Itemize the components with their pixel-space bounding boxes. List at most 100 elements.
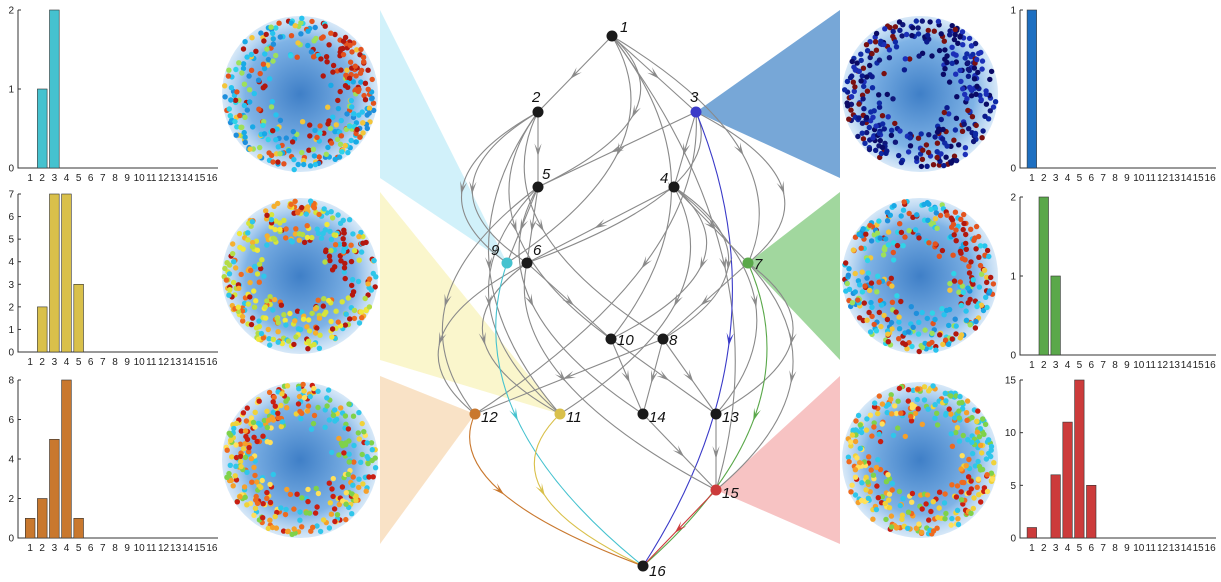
x-tick-label: 1 [27,173,33,184]
y-tick-label: 4 [8,257,14,268]
x-tick-label: 10 [134,357,146,368]
x-tick-label: 6 [1089,543,1095,554]
node-15 [710,484,722,496]
edge-arrow-1-15 [719,256,727,270]
x-tick-label: 11 [146,173,157,184]
y-tick-label: 2 [1010,193,1016,204]
x-tick-label: 5 [1077,173,1083,184]
edge-5-11 [487,186,561,415]
x-tick-label: 2 [1041,360,1047,371]
node-label-2: 2 [531,89,541,106]
x-tick-label: 6 [88,543,94,554]
histogram-bar [61,379,72,539]
node-label-4: 4 [660,170,668,187]
edge-arrow-4-10 [699,256,709,270]
node-label-8: 8 [669,332,678,349]
histogram-bar [49,193,60,353]
x-tick-label: 10 [1133,173,1145,184]
dag-edge-layer [437,35,797,567]
x-tick-label: 5 [76,543,82,554]
edge-5-14 [518,186,644,415]
x-tick-label: 9 [1124,360,1130,371]
x-tick-label: 2 [39,543,45,554]
x-tick-label: 16 [206,173,218,184]
x-tick-label: 9 [124,543,130,554]
x-tick-label: 14 [182,543,194,554]
edge-arrow-12-16 [492,483,505,495]
edge-arrow-5-14 [524,293,534,307]
histogram-axes [1019,10,1216,169]
x-tick-label: 2 [39,173,45,184]
network-graph-15 [842,382,998,538]
histogram-bar [1086,484,1097,539]
x-tick-label: 3 [52,357,58,368]
edge-arrow-5-6 [529,218,537,232]
edge-arrow-4-11 [673,293,683,307]
edge-arrow-2-6 [469,181,477,195]
x-tick-label: 15 [194,357,206,368]
x-tick-label: 16 [1205,543,1217,554]
x-tick-label: 15 [194,173,206,184]
edge-arrow-6-12 [438,331,447,346]
x-tick-label: 13 [1169,543,1181,554]
edge-arrow-4-7 [704,218,716,230]
edge-arrow-3-5 [610,143,624,153]
edge-arrow-3-12 [641,256,652,269]
edge-4-6 [526,186,675,264]
edge-arrow-7-13 [789,331,797,346]
x-tick-label: 6 [88,173,94,184]
histogram-bar [1074,379,1085,539]
x-tick-label: 7 [100,173,106,184]
node-label-14: 14 [649,409,666,426]
y-tick-label: 15 [1005,376,1017,387]
x-tick-label: 5 [76,357,82,368]
x-tick-label: 3 [1053,543,1059,554]
edge-6-11 [481,262,561,415]
node-3 [690,106,702,118]
y-tick-label: 0 [8,164,14,175]
node-label-7: 7 [754,256,763,273]
y-tick-label: 6 [8,212,14,223]
edge-2-6 [471,111,539,264]
histogram-axes [17,380,218,539]
node-label-10: 10 [617,332,634,349]
edge-8-13 [662,338,717,415]
edge-1-5 [537,35,642,188]
x-tick-label: 7 [1100,360,1106,371]
node-label-16: 16 [649,563,666,580]
edge-arrow-3-4 [683,142,691,157]
histogram-bar [1038,196,1049,356]
x-tick-label: 14 [1181,543,1193,554]
y-tick-label: 2 [8,302,14,313]
x-tick-label: 12 [1157,173,1169,184]
edge-5-12 [441,186,539,415]
x-tick-label: 11 [1146,173,1157,184]
y-tick-label: 7 [8,190,14,201]
x-tick-label: 12 [1157,360,1169,371]
x-tick-label: 3 [1053,360,1059,371]
edge-arrow-6-11 [478,331,486,346]
node-label-13: 13 [722,409,739,426]
x-tick-label: 9 [124,357,130,368]
x-tick-label: 8 [112,543,118,554]
x-tick-label: 10 [1133,360,1145,371]
edge-arrow-1-7 [733,142,744,156]
node-9 [501,257,513,269]
edge-7-13 [715,262,794,415]
network-graph-7 [842,198,998,355]
x-tick-label: 9 [124,173,130,184]
x-tick-label: 4 [64,357,70,368]
x-tick-label: 4 [1065,360,1071,371]
y-tick-label: 3 [8,280,14,291]
x-tick-label: 4 [64,173,70,184]
edge-arrow-4-6 [594,219,608,229]
x-tick-label: 2 [1041,173,1047,184]
x-tick-label: 6 [88,357,94,368]
x-tick-label: 1 [1029,173,1035,184]
histogram-bar [61,193,72,353]
histogram-bar [24,517,36,539]
